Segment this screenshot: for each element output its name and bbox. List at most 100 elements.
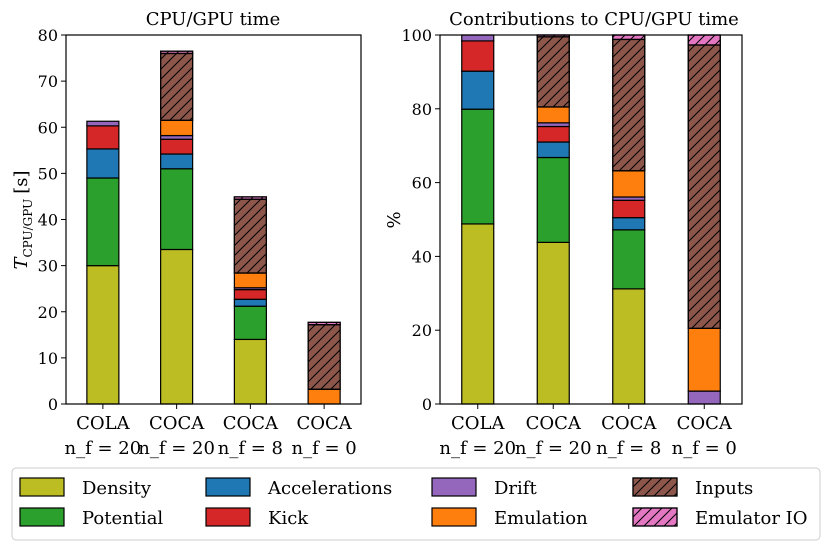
bar-emulation [536, 106, 570, 124]
bar-density [160, 248, 194, 405]
legend-label-accelerations: Accelerations [267, 478, 392, 499]
legend-swatch-potential [19, 507, 65, 527]
y-tick-label: 70 [38, 72, 58, 91]
x-tick-label: COCA [677, 413, 733, 434]
bar-potential [86, 177, 120, 267]
chart-right-plot: 0 20 40 60 80 100 COLA n_f = 20 COCA n_f = 20 COCA… [401, 26, 743, 459]
chart-left-ylabel: TCPU/GPU [s] [11, 170, 35, 269]
y-tick-label: 100 [401, 26, 432, 45]
bar-kick [612, 199, 646, 219]
legend-label-potential: Potential [82, 508, 163, 529]
chart-left-ylabel-unit: [s] [11, 170, 32, 193]
bar-kick [160, 138, 194, 155]
x-tick-label-sub: n_f = 20 [138, 438, 215, 459]
bar-density [461, 223, 495, 405]
bar-potential [612, 229, 646, 290]
y-tick-label: 80 [38, 26, 58, 45]
bar-emulator-io-hatch [612, 34, 646, 41]
legend-swatch-density [19, 477, 65, 497]
x-tick-label: COLA [76, 413, 130, 434]
bar-potential [536, 156, 570, 243]
chart-left-plot: 0 10 20 30 40 50 60 70 80 COLA n_f = 20 COCA n_f = 2… [38, 26, 362, 459]
x-tick-label: COCA [526, 413, 582, 434]
bar-inputs-hatch [612, 38, 646, 172]
x-tick-label-sub: n_f = 8 [596, 438, 661, 459]
legend-swatch-kick [205, 507, 251, 527]
chart-left-ylabel-main: T [11, 256, 32, 270]
axes-frame [65, 34, 362, 405]
bar-potential [160, 168, 194, 251]
y-tick-label: 80 [412, 100, 432, 119]
bar-accelerations [86, 148, 120, 179]
bar-density [536, 241, 570, 405]
axes-frame [439, 34, 743, 405]
y-tick-label: 40 [412, 247, 432, 266]
bar-emulator-io-hatch [687, 34, 721, 46]
y-tick-label: 60 [38, 118, 58, 137]
x-tick-label-sub: n_f = 20 [439, 438, 516, 459]
bar-kick [461, 40, 495, 72]
legend: Density Potential Accelerations Kick Drift Em… [11, 467, 821, 541]
x-tick-label-sub: n_f = 20 [515, 438, 592, 459]
y-tick-label: 10 [38, 349, 58, 368]
y-tick-label: 50 [38, 164, 58, 183]
legend-swatch-drift [431, 477, 477, 497]
bar-emulation [612, 170, 646, 198]
chart-right-ylabel: % [384, 211, 405, 228]
legend-swatch-emulation [431, 507, 477, 527]
x-tick-label-sub: n_f = 0 [672, 438, 737, 459]
bar-kick [233, 289, 267, 300]
legend-swatch-inputs-hatch [632, 477, 678, 497]
bar-emulator-io-hatch [160, 50, 194, 55]
y-tick-label: 0 [48, 395, 58, 414]
x-tick-label-sub: n_f = 8 [218, 438, 283, 459]
bar-inputs-hatch [687, 44, 721, 329]
x-tick-label-sub: n_f = 20 [65, 438, 142, 459]
legend-label-kick: Kick [268, 508, 309, 529]
y-tick-label: 30 [38, 257, 58, 276]
bar-kick [536, 125, 570, 143]
legend-items: Density Potential Accelerations Kick Drift Em… [19, 477, 808, 529]
bar-accelerations [536, 141, 570, 159]
y-tick-label: 60 [412, 174, 432, 193]
x-tick-label: COCA [223, 413, 279, 434]
bar-accelerations [461, 70, 495, 110]
bar-inputs-hatch [160, 52, 194, 121]
x-tick-label-sub: n_f = 0 [292, 438, 357, 459]
bar-potential [233, 305, 267, 341]
bar-density [233, 338, 267, 405]
bar-emulator-io-hatch [233, 196, 267, 200]
legend-label-density: Density [82, 478, 152, 499]
bar-density [612, 288, 646, 405]
y-tick-label: 40 [38, 211, 58, 230]
bar-drift [687, 390, 721, 405]
bar-kick [86, 125, 120, 150]
bar-emulation [687, 327, 721, 392]
x-tick-label: COCA [149, 413, 205, 434]
bar-drift [461, 34, 495, 42]
bar-emulation [233, 272, 267, 289]
chart-right-title: Contributions to CPU/GPU time [449, 9, 739, 30]
bar-density [86, 265, 120, 405]
svg-text:TCPU/GPU[s]: TCPU/GPU [s] [11, 170, 35, 269]
legend-label-inputs: Inputs [695, 478, 753, 499]
chart-left-ylabel-sub: CPU/GPU [21, 199, 35, 258]
bar-inputs-hatch [536, 36, 570, 108]
legend-label-emulation: Emulation [494, 508, 588, 529]
bar-inputs-hatch [307, 324, 341, 390]
bar-accelerations [233, 298, 267, 307]
x-tick-label: COCA [296, 413, 352, 434]
chart-left-title: CPU/GPU time [146, 9, 281, 30]
legend-swatch-accelerations [205, 477, 251, 497]
bar-emulator-io-hatch [307, 321, 341, 326]
bar-drift [86, 120, 120, 127]
legend-swatch-emulator-io-hatch [632, 507, 678, 527]
chart-left: CPU/GPU time TCPU/GPU [s] 0 10 20 30 40 50 60 70… [11, 9, 362, 459]
y-tick-label: 0 [422, 395, 432, 414]
bar-emulation [160, 119, 194, 137]
legend-label-emulator-io: Emulator IO [695, 508, 808, 529]
y-tick-label: 20 [38, 303, 58, 322]
legend-label-drift: Drift [494, 478, 537, 499]
y-tick-label: 20 [412, 321, 432, 340]
